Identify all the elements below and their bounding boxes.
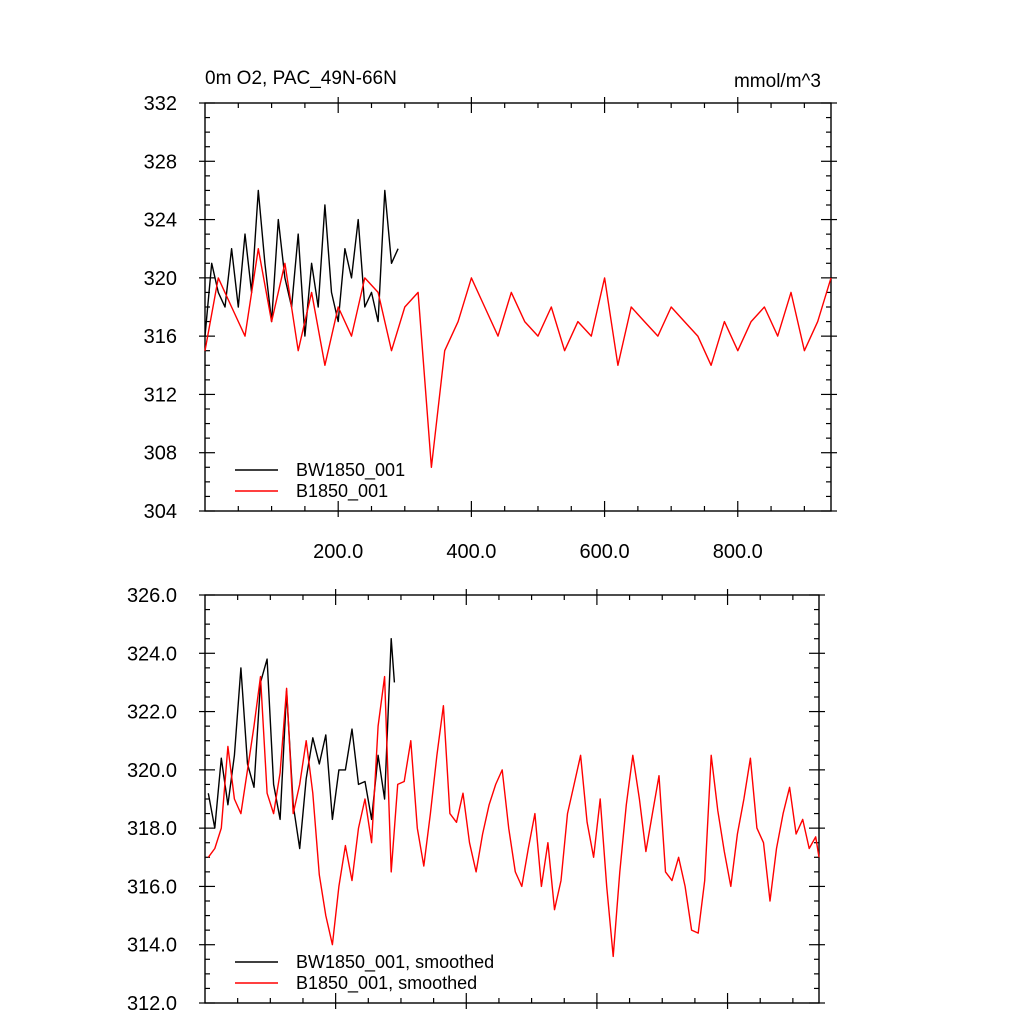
legend-label: B1850_001 bbox=[296, 481, 388, 502]
y-tick-label: 312.0 bbox=[127, 993, 177, 1015]
y-tick-label: 322.0 bbox=[127, 702, 177, 724]
bottom-axis-ticks: 312.0 314.0 316.0 318.0 320.0 322.0 324.0 326.0 bbox=[127, 585, 825, 1015]
y-tick-label: 304 bbox=[144, 501, 177, 523]
x-tick-label: 800.0 bbox=[713, 541, 763, 563]
top-axis-ticks: 304 308 312 316 320 324 328 332 200.0 400.0 600.0 8… bbox=[144, 93, 837, 563]
y-tick-label: 320.0 bbox=[127, 760, 177, 782]
top-title-right: mmol/m^3 bbox=[734, 71, 821, 92]
legend-label: BW1850_001 bbox=[296, 460, 405, 481]
y-tick-label: 324.0 bbox=[127, 643, 177, 665]
y-tick-label: 316.0 bbox=[127, 876, 177, 898]
x-tick-label: 600.0 bbox=[580, 541, 630, 563]
legend-label: BW1850_001, smoothed bbox=[296, 952, 494, 973]
bottom-series-group bbox=[207, 638, 820, 958]
y-tick-label: 332 bbox=[144, 93, 177, 115]
series-line-b1850 bbox=[207, 675, 820, 958]
series-line-bw1850 bbox=[204, 189, 399, 337]
series-line-bw1850 bbox=[207, 638, 396, 850]
y-tick-label: 320 bbox=[144, 268, 177, 290]
x-tick-label: 400.0 bbox=[446, 541, 496, 563]
y-tick-label: 318.0 bbox=[127, 818, 177, 840]
bottom-panel: 312.0 314.0 316.0 318.0 320.0 322.0 324.0 326.0… bbox=[127, 585, 825, 1015]
y-tick-label: 324 bbox=[144, 210, 177, 232]
y-tick-label: 312 bbox=[144, 384, 177, 406]
series-line-b1850 bbox=[204, 248, 832, 468]
y-tick-label: 308 bbox=[144, 443, 177, 465]
legend-label: B1850_001, smoothed bbox=[296, 973, 477, 994]
x-tick-label: 200.0 bbox=[313, 541, 363, 563]
top-series-group bbox=[204, 189, 832, 468]
y-tick-label: 314.0 bbox=[127, 935, 177, 957]
y-tick-label: 328 bbox=[144, 151, 177, 173]
y-tick-label: 326.0 bbox=[127, 585, 177, 607]
top-panel: 0m O2, PAC_49N-66N mmol/m^3 304 308 312 316… bbox=[144, 68, 837, 563]
y-tick-label: 316 bbox=[144, 326, 177, 348]
top-title-left: 0m O2, PAC_49N-66N bbox=[205, 68, 397, 89]
